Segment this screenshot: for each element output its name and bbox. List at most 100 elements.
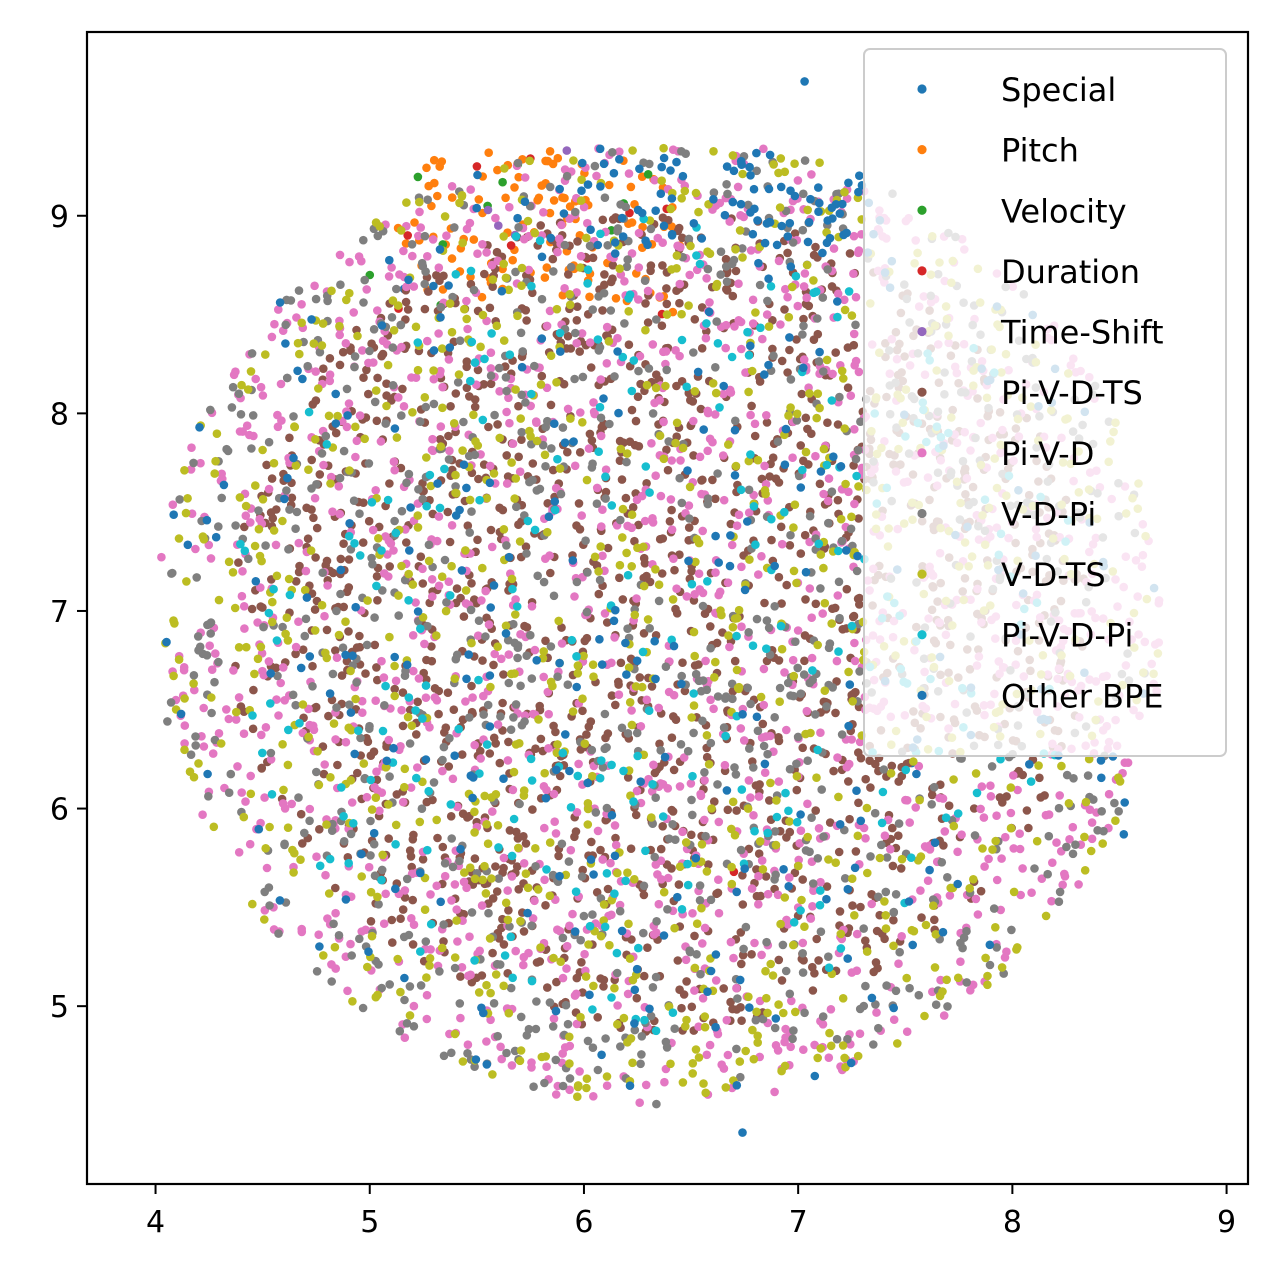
scatter-point (627, 405, 637, 415)
scatter-point (537, 371, 547, 381)
scatter-point (495, 758, 505, 768)
scatter-point (388, 343, 398, 352)
scatter-point (727, 879, 737, 889)
scatter-point (642, 380, 652, 390)
scatter-point (1111, 816, 1120, 825)
scatter-point (575, 448, 585, 457)
scatter-point (862, 803, 872, 813)
scatter-point (372, 775, 382, 785)
scatter-point (400, 893, 410, 902)
scatter-point (446, 812, 456, 821)
scatter-point (287, 493, 297, 503)
scatter-point (562, 941, 572, 951)
scatter-point (183, 494, 192, 503)
scatter-point (521, 398, 530, 407)
scatter-point (362, 640, 372, 650)
scatter-point (616, 515, 625, 525)
scatter-point (618, 504, 628, 514)
scatter-point (370, 613, 379, 622)
scatter-point (658, 213, 668, 222)
scatter-point (439, 937, 448, 946)
scatter-point (700, 776, 709, 785)
scatter-point (422, 973, 431, 982)
scatter-point (735, 226, 745, 235)
scatter-point (231, 715, 241, 724)
scatter-point (845, 814, 854, 824)
scatter-point (542, 785, 551, 795)
scatter-point (634, 442, 644, 451)
scatter-point (373, 596, 382, 605)
scatter-point (543, 499, 552, 508)
scatter-point (186, 465, 196, 474)
scatter-point (783, 248, 792, 258)
scatter-point (486, 371, 496, 381)
scatter-point (362, 285, 372, 294)
scatter-point (602, 1072, 612, 1081)
scatter-point (776, 522, 786, 532)
scatter-point (897, 771, 907, 781)
scatter-point (398, 384, 407, 394)
scatter-point (467, 507, 476, 516)
scatter-point (826, 1041, 836, 1051)
scatter-point (807, 429, 816, 439)
scatter-point (502, 407, 511, 417)
scatter-point (641, 325, 650, 335)
scatter-point (334, 482, 344, 491)
scatter-point (311, 435, 320, 444)
scatter-point (723, 1050, 733, 1060)
scatter-point (894, 819, 904, 828)
scatter-point (757, 856, 767, 865)
scatter-point (284, 545, 293, 554)
scatter-point (1035, 773, 1044, 783)
scatter-point (707, 804, 716, 813)
scatter-point (413, 697, 423, 707)
scatter-point (863, 868, 872, 878)
scatter-point (527, 921, 536, 930)
scatter-point (231, 521, 240, 530)
scatter-point (737, 562, 746, 572)
scatter-point (414, 485, 423, 494)
scatter-point (298, 645, 308, 654)
scatter-point (455, 198, 464, 208)
scatter-point (517, 427, 526, 437)
scatter-point (216, 739, 226, 748)
scatter-point (627, 562, 636, 571)
scatter-point (371, 386, 381, 395)
scatter-point (444, 455, 454, 464)
scatter-point (514, 223, 523, 232)
scatter-point (461, 586, 471, 595)
scatter-point (621, 493, 631, 503)
scatter-point (572, 316, 582, 325)
scatter-point (370, 871, 380, 880)
scatter-point (811, 710, 820, 719)
scatter-point (792, 416, 802, 425)
scatter-point (777, 644, 787, 654)
scatter-point (392, 790, 402, 799)
scatter-point (847, 874, 857, 883)
scatter-point (426, 890, 435, 899)
scatter-point (953, 973, 963, 983)
scatter-point (986, 792, 996, 801)
scatter-point (295, 561, 304, 571)
scatter-point (639, 553, 649, 563)
scatter-point (477, 971, 487, 980)
scatter-point (297, 300, 306, 309)
scatter-point (601, 487, 611, 497)
scatter-point (659, 887, 669, 897)
scatter-point (790, 159, 799, 168)
scatter-point (502, 479, 512, 488)
scatter-point (478, 310, 488, 320)
scatter-point (710, 410, 720, 419)
scatter-point (304, 465, 313, 475)
scatter-point (766, 959, 775, 969)
scatter-point (458, 1057, 468, 1066)
scatter-point (798, 938, 808, 948)
scatter-point (753, 455, 763, 465)
scatter-point (586, 717, 596, 726)
scatter-point (444, 355, 454, 364)
scatter-point (466, 605, 476, 615)
scatter-point (859, 924, 868, 933)
scatter-point (363, 737, 373, 746)
scatter-point (511, 700, 521, 709)
scatter-point (503, 756, 513, 765)
